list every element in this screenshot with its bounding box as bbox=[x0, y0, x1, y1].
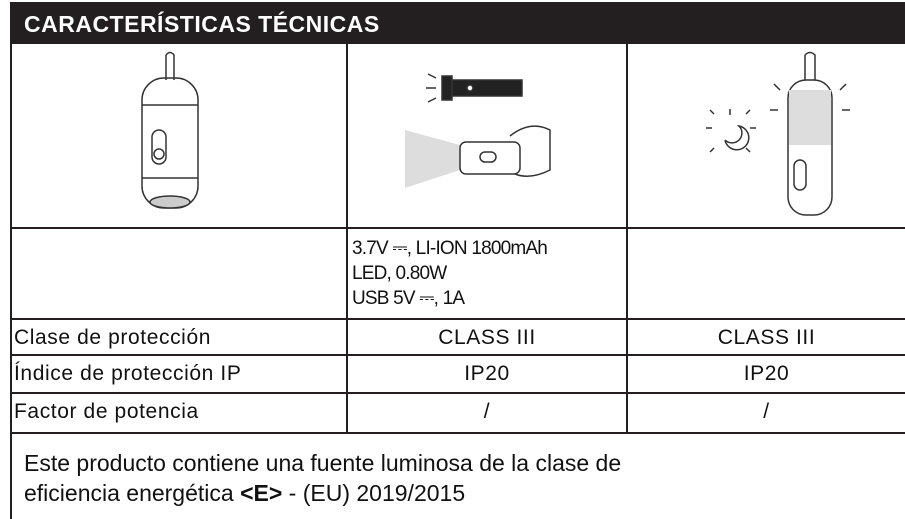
border bbox=[10, 392, 905, 394]
footer-part: - (EU) 2019/2015 bbox=[282, 480, 466, 506]
cell-value: / bbox=[483, 400, 491, 423]
row-label: Índice de protección IP bbox=[14, 362, 242, 385]
border bbox=[626, 44, 628, 433]
border bbox=[10, 354, 905, 356]
cell-value: / bbox=[763, 400, 770, 423]
footer-text: eficiencia energética <E> - (EU) 2019/20… bbox=[24, 478, 465, 508]
lantern-illustration bbox=[141, 51, 199, 209]
lamp-illustration bbox=[706, 51, 850, 216]
border bbox=[10, 44, 12, 519]
spec-line: USB 5V ⎓, 1A bbox=[352, 288, 465, 309]
cell-value: CLASS III bbox=[717, 326, 816, 349]
cell-value: CLASS III bbox=[438, 326, 536, 349]
torch-illustration bbox=[405, 73, 551, 188]
cell-value: IP20 bbox=[743, 362, 790, 385]
border bbox=[346, 44, 348, 433]
footer-part: <E> bbox=[240, 480, 283, 506]
header-title: CARACTERÍSTICAS TÉCNICAS bbox=[10, 2, 905, 44]
footer-part: eficiencia energética bbox=[24, 480, 241, 506]
row-label: Clase de protección bbox=[14, 326, 212, 349]
border bbox=[10, 227, 905, 229]
border bbox=[10, 318, 905, 320]
spec-line: LED, 0.80W bbox=[352, 263, 447, 284]
cell-value: IP20 bbox=[464, 362, 510, 385]
row-label: Factor de potencia bbox=[14, 400, 199, 423]
footer-text: Este producto contiene una fuente lumino… bbox=[24, 450, 622, 476]
spec-line: 3.7V ⎓, LI-ION 1800mAh bbox=[352, 238, 548, 259]
border bbox=[10, 432, 905, 434]
